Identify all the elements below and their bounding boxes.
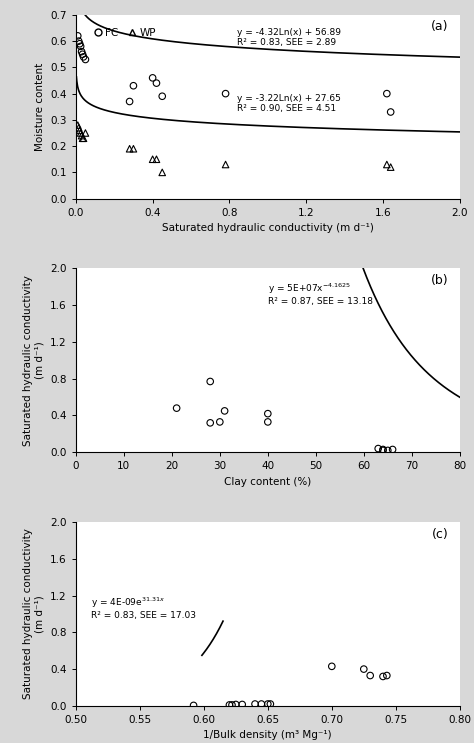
Y-axis label: Saturated hydraulic conductivity
(m d⁻¹): Saturated hydraulic conductivity (m d⁻¹) xyxy=(23,275,45,446)
Text: (b): (b) xyxy=(431,274,448,287)
Point xyxy=(149,72,156,84)
Point xyxy=(232,698,239,710)
Point xyxy=(266,698,274,710)
Point xyxy=(328,661,336,672)
Point xyxy=(77,40,84,52)
Point xyxy=(79,48,86,60)
Point xyxy=(264,416,272,428)
Point xyxy=(129,80,137,91)
Point xyxy=(173,402,181,414)
Point xyxy=(129,143,137,155)
Text: y = -3.22Ln(x) + 27.65
R² = 0.90, SEE = 4.51: y = -3.22Ln(x) + 27.65 R² = 0.90, SEE = … xyxy=(237,94,341,113)
Text: y = 5E+07x$^{-4.1625}$
R² = 0.87, SEE = 13.18: y = 5E+07x$^{-4.1625}$ R² = 0.87, SEE = … xyxy=(268,282,373,306)
Point xyxy=(383,669,391,681)
Point xyxy=(360,663,367,675)
Legend: FC, WP: FC, WP xyxy=(89,24,160,42)
Point xyxy=(238,698,246,710)
Point xyxy=(264,698,272,710)
X-axis label: Clay content (%): Clay content (%) xyxy=(224,477,311,487)
Point xyxy=(222,158,229,170)
Point xyxy=(153,77,160,89)
Point xyxy=(77,127,84,139)
Y-axis label: Saturated hydraulic conductivity
(m d⁻¹): Saturated hydraulic conductivity (m d⁻¹) xyxy=(23,528,45,699)
Point xyxy=(221,405,228,417)
Text: y = 4E-09e$^{31.31x}$
R² = 0.83, SEE = 17.03: y = 4E-09e$^{31.31x}$ R² = 0.83, SEE = 1… xyxy=(91,596,196,620)
Point xyxy=(251,698,259,710)
Point xyxy=(153,153,160,165)
Point xyxy=(74,119,82,131)
Point xyxy=(387,106,394,118)
Point xyxy=(387,161,394,173)
Point xyxy=(383,158,391,170)
Point xyxy=(82,127,89,139)
Point xyxy=(149,153,156,165)
Point xyxy=(226,699,233,711)
Point xyxy=(383,88,391,100)
Point xyxy=(366,669,374,681)
Point xyxy=(379,444,387,455)
Point xyxy=(379,670,387,682)
Point xyxy=(228,699,236,711)
Point xyxy=(79,132,86,144)
Point xyxy=(216,416,224,428)
Point xyxy=(75,122,82,134)
Point xyxy=(75,35,82,47)
Point xyxy=(80,51,87,63)
Point xyxy=(374,443,382,455)
Point xyxy=(78,45,85,57)
Point xyxy=(258,698,265,710)
Text: (c): (c) xyxy=(431,528,448,541)
Text: y = -4.32Ln(x) + 56.89
R² = 0.83, SEE = 2.89: y = -4.32Ln(x) + 56.89 R² = 0.83, SEE = … xyxy=(237,27,341,47)
Point xyxy=(384,444,392,456)
Y-axis label: Moisture content: Moisture content xyxy=(35,62,45,151)
Point xyxy=(76,124,83,136)
Point xyxy=(82,53,89,65)
Point xyxy=(78,130,85,142)
Point xyxy=(389,444,396,455)
Point xyxy=(222,88,229,100)
Point xyxy=(158,166,166,178)
X-axis label: Saturated hydraulic conductivity (m d⁻¹): Saturated hydraulic conductivity (m d⁻¹) xyxy=(162,223,374,233)
X-axis label: 1/Bulk density (m³ Mg⁻¹): 1/Bulk density (m³ Mg⁻¹) xyxy=(203,730,332,741)
Text: (a): (a) xyxy=(431,20,448,33)
Point xyxy=(126,96,133,108)
Point xyxy=(126,143,133,155)
Point xyxy=(74,30,82,42)
Point xyxy=(190,699,197,711)
Point xyxy=(80,132,87,144)
Point xyxy=(206,375,214,387)
Point xyxy=(264,408,272,420)
Point xyxy=(158,91,166,103)
Point xyxy=(379,444,387,456)
Point xyxy=(206,417,214,429)
Point xyxy=(76,38,83,50)
